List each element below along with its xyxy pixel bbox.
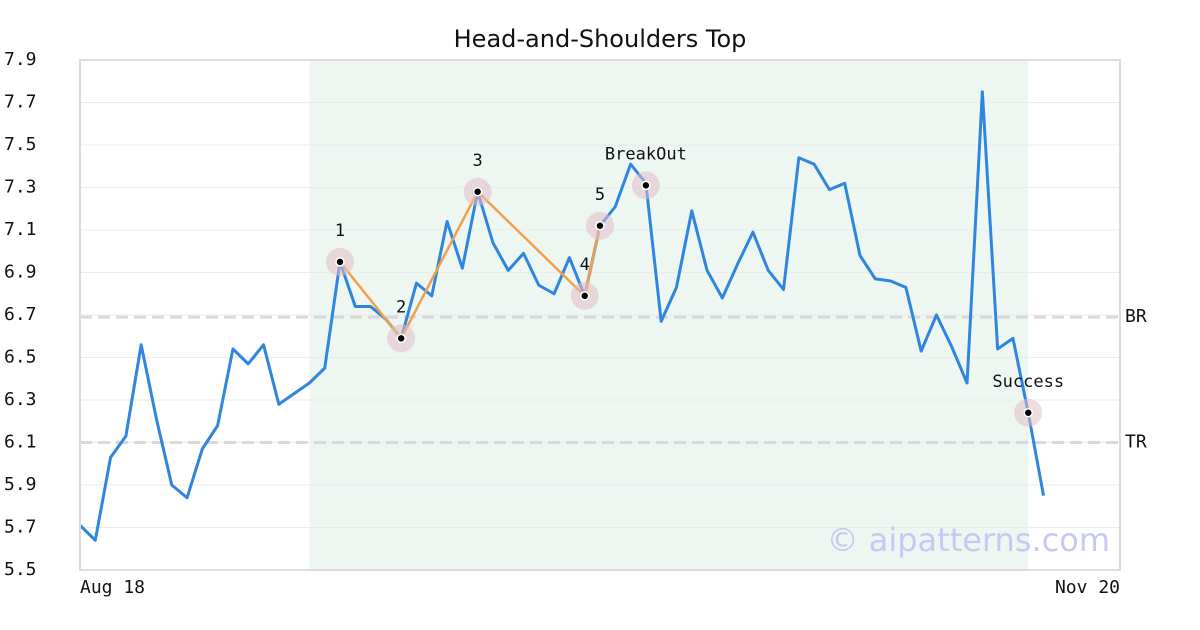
- marker-label: Success: [992, 372, 1064, 392]
- y-tick-label: 6.7: [4, 304, 37, 325]
- marker-label: 4: [580, 255, 590, 275]
- y-tick-label: 7.5: [4, 134, 37, 155]
- y-tick-label: 6.5: [4, 347, 37, 368]
- y-tick-label: 5.7: [4, 517, 37, 538]
- marker-label: 1: [335, 221, 345, 241]
- y-tick-label: 5.9: [4, 474, 37, 495]
- y-tick-label: 7.1: [4, 219, 37, 240]
- y-tick-label: 6.1: [4, 432, 37, 453]
- marker-dot: [579, 291, 590, 301]
- level-label: TR: [1125, 432, 1147, 453]
- y-tick-label: 7.7: [4, 92, 37, 113]
- x-tick-label: Nov 20: [1055, 577, 1120, 598]
- chart-title: Head-and-Shoulders Top: [454, 25, 747, 53]
- marker-label: 3: [473, 151, 483, 171]
- marker-dot: [641, 180, 651, 191]
- marker-label: BreakOut: [605, 144, 687, 164]
- level-label: BR: [1125, 306, 1147, 327]
- marker-dot: [396, 333, 406, 344]
- y-tick-label: 5.5: [4, 559, 37, 580]
- marker-dot: [595, 221, 605, 231]
- price-line: [78, 90, 1046, 542]
- marker-label: 5: [595, 185, 605, 205]
- marker-dot: [472, 187, 483, 197]
- plot-border: [79, 59, 1121, 571]
- watermark: © aipatterns.com: [827, 521, 1110, 559]
- y-tick-label: 6.9: [4, 262, 37, 283]
- y-tick-label: 6.3: [4, 389, 37, 410]
- y-tick-label: 7.9: [4, 49, 37, 70]
- x-tick-label: Aug 18: [80, 577, 145, 598]
- y-tick-label: 7.3: [4, 177, 37, 198]
- marker-dot: [335, 257, 345, 267]
- marker-label: 2: [396, 297, 406, 317]
- marker-dot: [1023, 408, 1033, 418]
